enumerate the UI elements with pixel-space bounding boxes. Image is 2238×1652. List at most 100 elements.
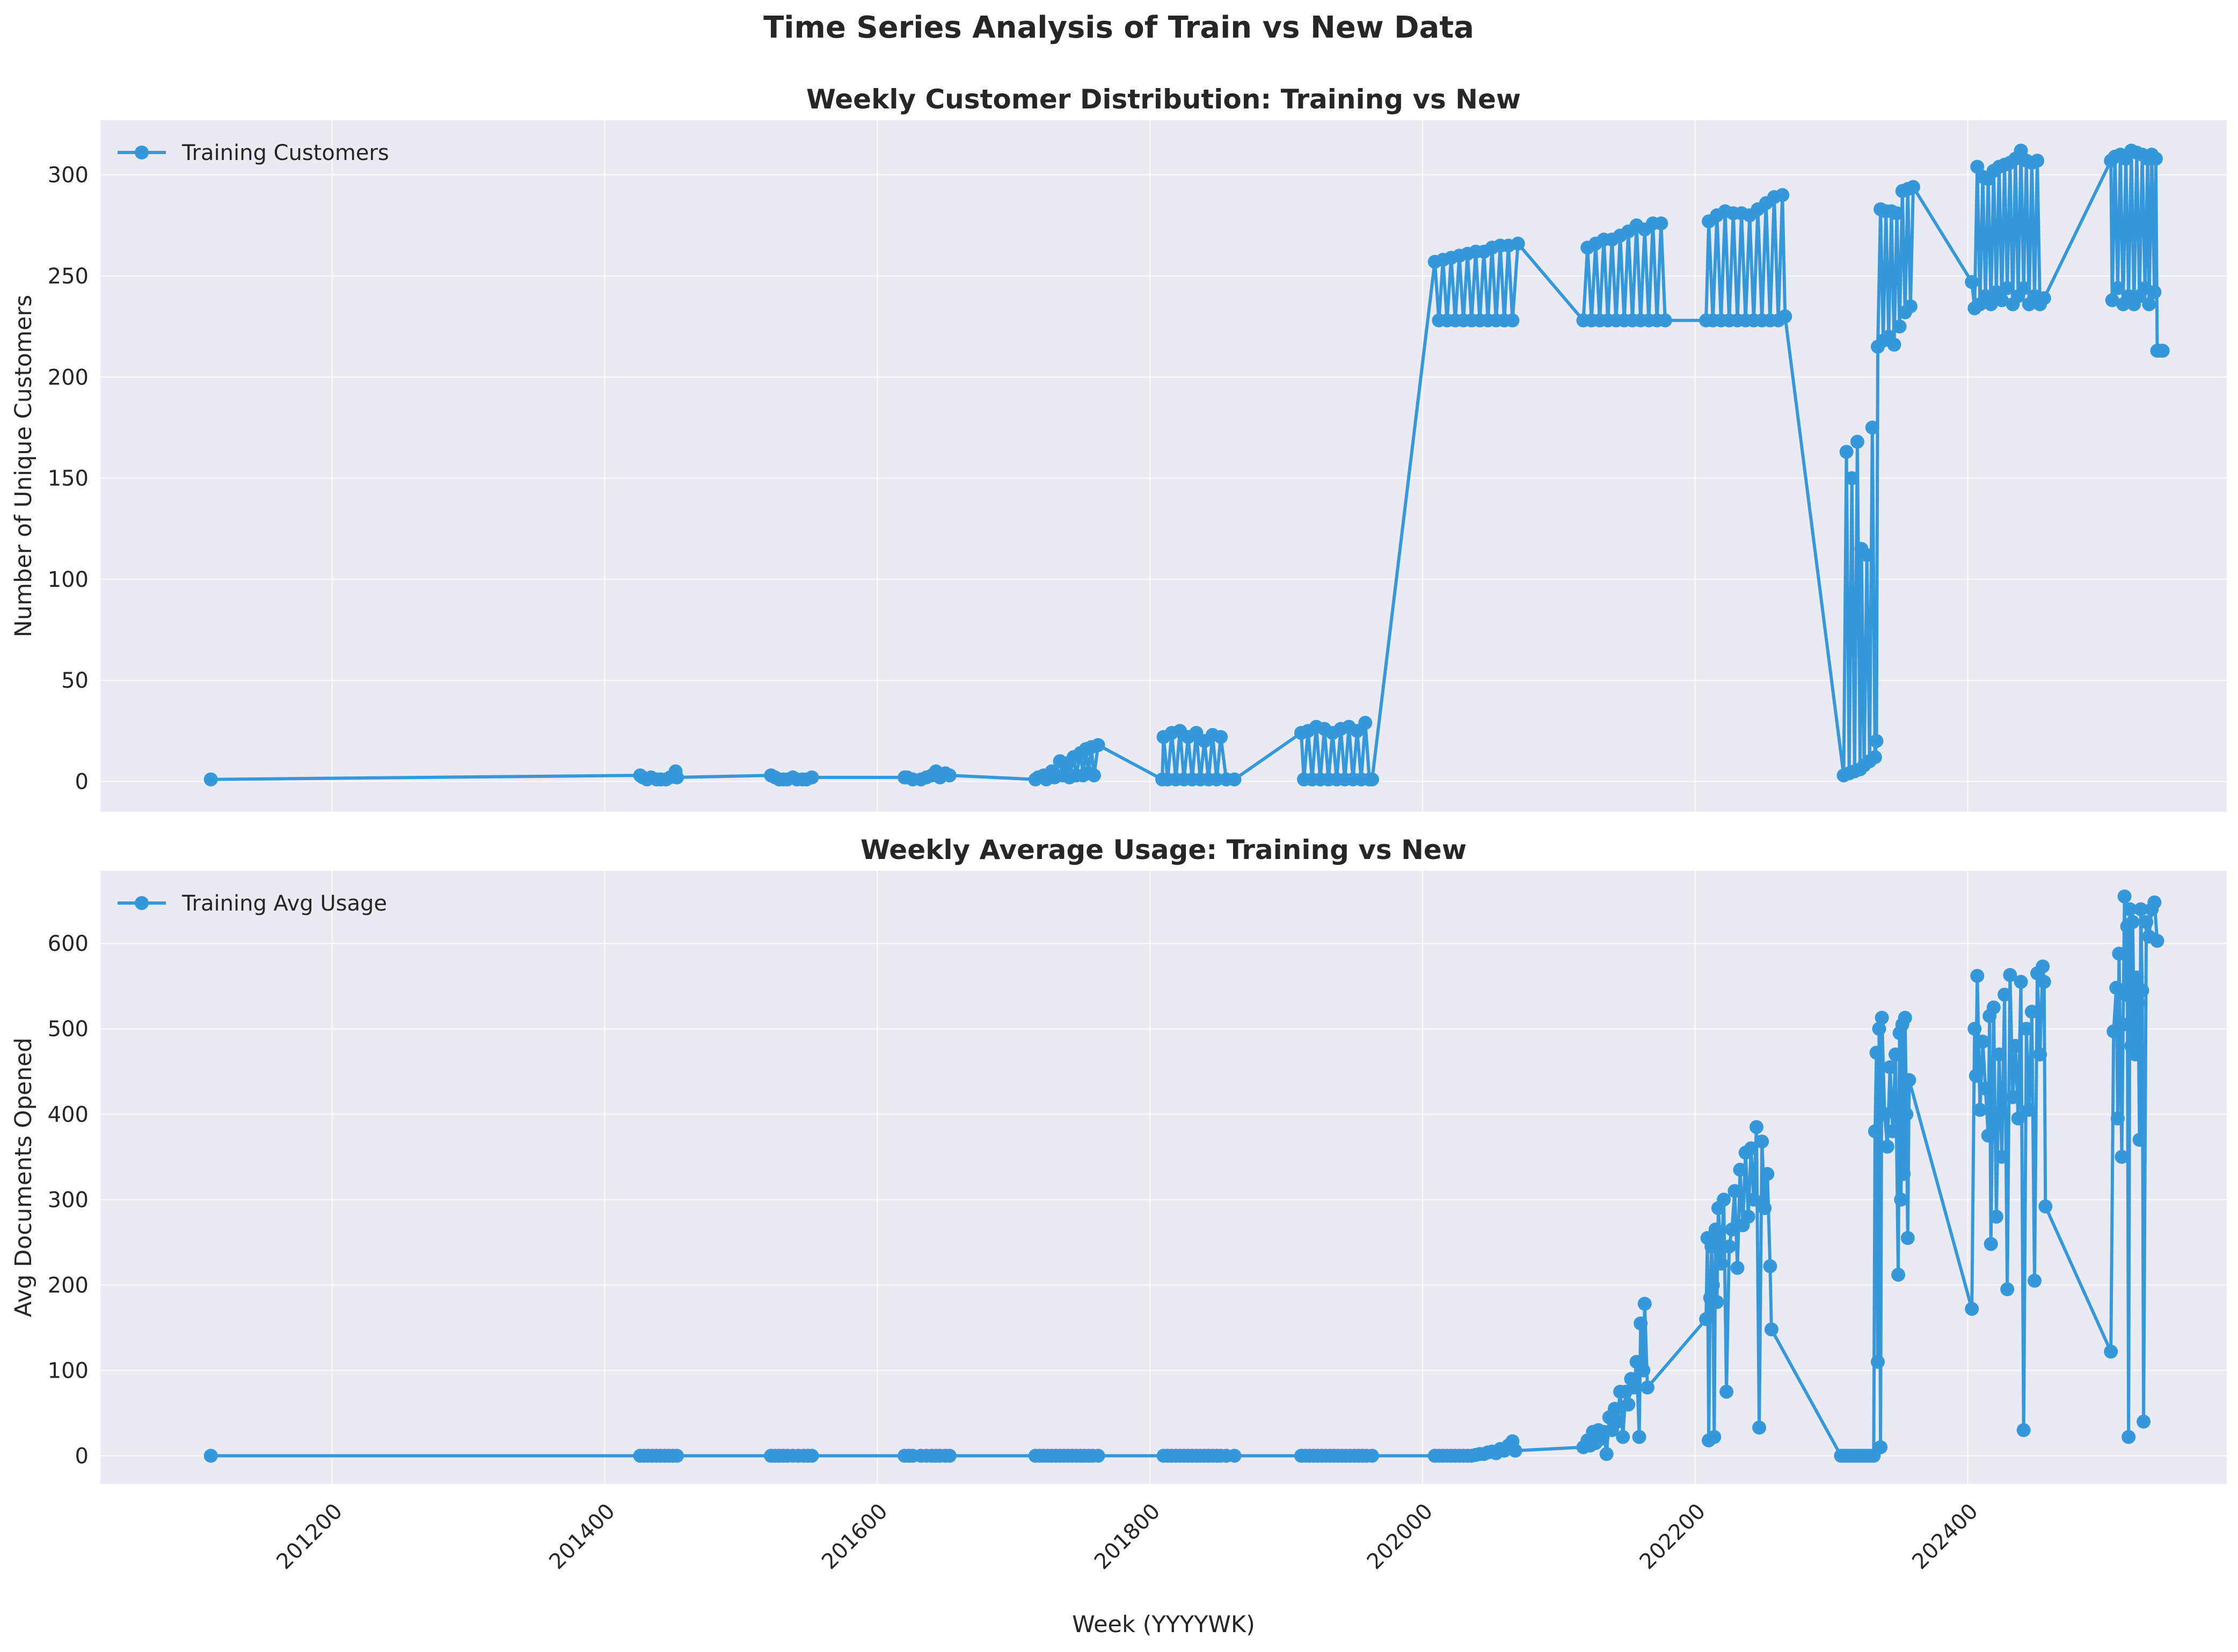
usage-x-tick-label: 201800 [1090, 1499, 1165, 1575]
customers-data-point [1087, 768, 1101, 783]
usage-data-point [2104, 1344, 2118, 1359]
usage-data-point [1599, 1447, 1614, 1461]
usage-data-point [2115, 1149, 2129, 1164]
customers-data-point [1995, 293, 2009, 308]
customers-data-point [1965, 275, 1979, 289]
customers-data-point [2105, 293, 2119, 308]
usage-data-point [1967, 1022, 1982, 1036]
usage-y-tick-label: 0 [75, 1444, 89, 1469]
usage-data-point [1714, 1256, 1728, 1271]
customers-y-tick-label: 300 [48, 163, 89, 188]
usage-data-point [1872, 1022, 1886, 1036]
usage-data-point [2134, 902, 2148, 916]
customers-data-point [1365, 772, 1379, 787]
usage-data-point [942, 1449, 957, 1463]
usage-data-point [1616, 1430, 1630, 1444]
usage-data-point [1722, 1239, 1737, 1254]
customers-y-axis-label: Number of Unique Customers [10, 295, 37, 637]
usage-data-point [1877, 1107, 1892, 1122]
usage-chart-panel: 0 100 200 300 400 500 600 201200 201400 201600 201… [10, 834, 2227, 1638]
usage-data-point [2036, 959, 2050, 974]
usage-data-point [2130, 970, 2144, 985]
customers-data-point [1868, 750, 1882, 765]
usage-data-point [1869, 1045, 1884, 1060]
figure-title: Time Series Analysis of Train vs New Dat… [763, 10, 1474, 45]
customers-data-point [1654, 216, 1668, 231]
customers-data-point [2155, 344, 2170, 358]
customers-data-point [203, 772, 218, 787]
usage-y-tick-label: 300 [48, 1188, 89, 1212]
customers-data-point [1227, 772, 1242, 787]
usage-data-point [670, 1449, 684, 1463]
usage-data-point [1969, 1068, 1983, 1083]
usage-data-point [203, 1449, 218, 1463]
usage-chart-title: Weekly Average Usage: Training vs New [861, 834, 1467, 865]
usage-data-point [1621, 1398, 1636, 1412]
usage-data-point [1749, 1120, 1763, 1134]
usage-data-point [805, 1449, 819, 1463]
usage-data-point [2011, 1111, 2025, 1126]
customers-data-point [670, 770, 684, 784]
usage-data-point [1897, 1167, 1911, 1181]
usage-data-point [1871, 1355, 1885, 1369]
customers-data-point [1984, 297, 1998, 311]
customers-legend-marker [135, 145, 149, 159]
usage-data-point [1627, 1380, 1641, 1395]
customers-data-point [1850, 434, 1864, 449]
usage-data-point [1227, 1449, 1242, 1463]
usage-data-point [1707, 1430, 1722, 1444]
usage-x-tick-label: 202400 [1907, 1499, 1983, 1575]
usage-data-point [2127, 1017, 2141, 1032]
usage-data-point [1989, 1210, 2003, 1224]
customers-data-point [1839, 445, 1854, 459]
usage-data-point [2132, 1133, 2147, 1147]
customers-data-point [1778, 309, 1792, 324]
usage-data-point [2112, 947, 2126, 961]
customers-data-point [2000, 281, 2015, 295]
usage-data-point [2135, 983, 2149, 998]
customers-data-point [942, 768, 957, 783]
usage-data-point [1746, 1192, 1761, 1207]
usage-data-point [1607, 1402, 1622, 1416]
customers-data-point [1906, 180, 1920, 194]
usage-data-point [1764, 1322, 1778, 1337]
usage-data-point [1992, 1047, 2006, 1061]
usage-data-point [1733, 1162, 1747, 1177]
usage-data-point [1640, 1380, 1654, 1395]
usage-data-point [2019, 1022, 2033, 1036]
usage-x-tick-label: 201400 [544, 1499, 620, 1575]
customers-y-tick-label: 100 [48, 567, 89, 592]
usage-data-point [1760, 1167, 1775, 1181]
usage-y-axis-label: Avg Documents Opened [10, 1038, 37, 1318]
usage-y-tick-label: 200 [48, 1273, 89, 1298]
usage-data-point [2006, 1090, 2020, 1104]
usage-data-point [2000, 1282, 2015, 1297]
usage-data-point [1755, 1134, 1769, 1149]
usage-data-point [1975, 1035, 1990, 1049]
usage-data-point [1704, 1239, 1719, 1254]
usage-data-point [1365, 1449, 1379, 1463]
usage-data-point [1891, 1268, 1906, 1282]
customers-data-point [1860, 548, 1874, 562]
customers-data-point [2016, 281, 2031, 295]
customers-data-point [1505, 313, 1520, 328]
customers-legend-label: Training Customers [181, 141, 389, 165]
usage-data-point [2139, 915, 2154, 929]
usage-data-point [2024, 1005, 2039, 1019]
usage-data-point [1889, 1047, 1902, 1061]
usage-data-point [1719, 1385, 1734, 1399]
customers-data-point [1775, 188, 1790, 202]
customers-data-point [2142, 297, 2156, 311]
usage-y-tick-label: 400 [48, 1102, 89, 1127]
customers-y-tick-label: 150 [48, 467, 89, 491]
usage-data-point [2117, 889, 2132, 904]
usage-data-point [1610, 1414, 1624, 1429]
customers-data-point [1209, 772, 1224, 787]
usage-data-point [1634, 1316, 1648, 1330]
usage-data-point [1998, 987, 2012, 1002]
usage-data-point [1636, 1363, 1651, 1378]
usage-data-point [2028, 1273, 2042, 1288]
usage-data-point [2147, 895, 2162, 909]
